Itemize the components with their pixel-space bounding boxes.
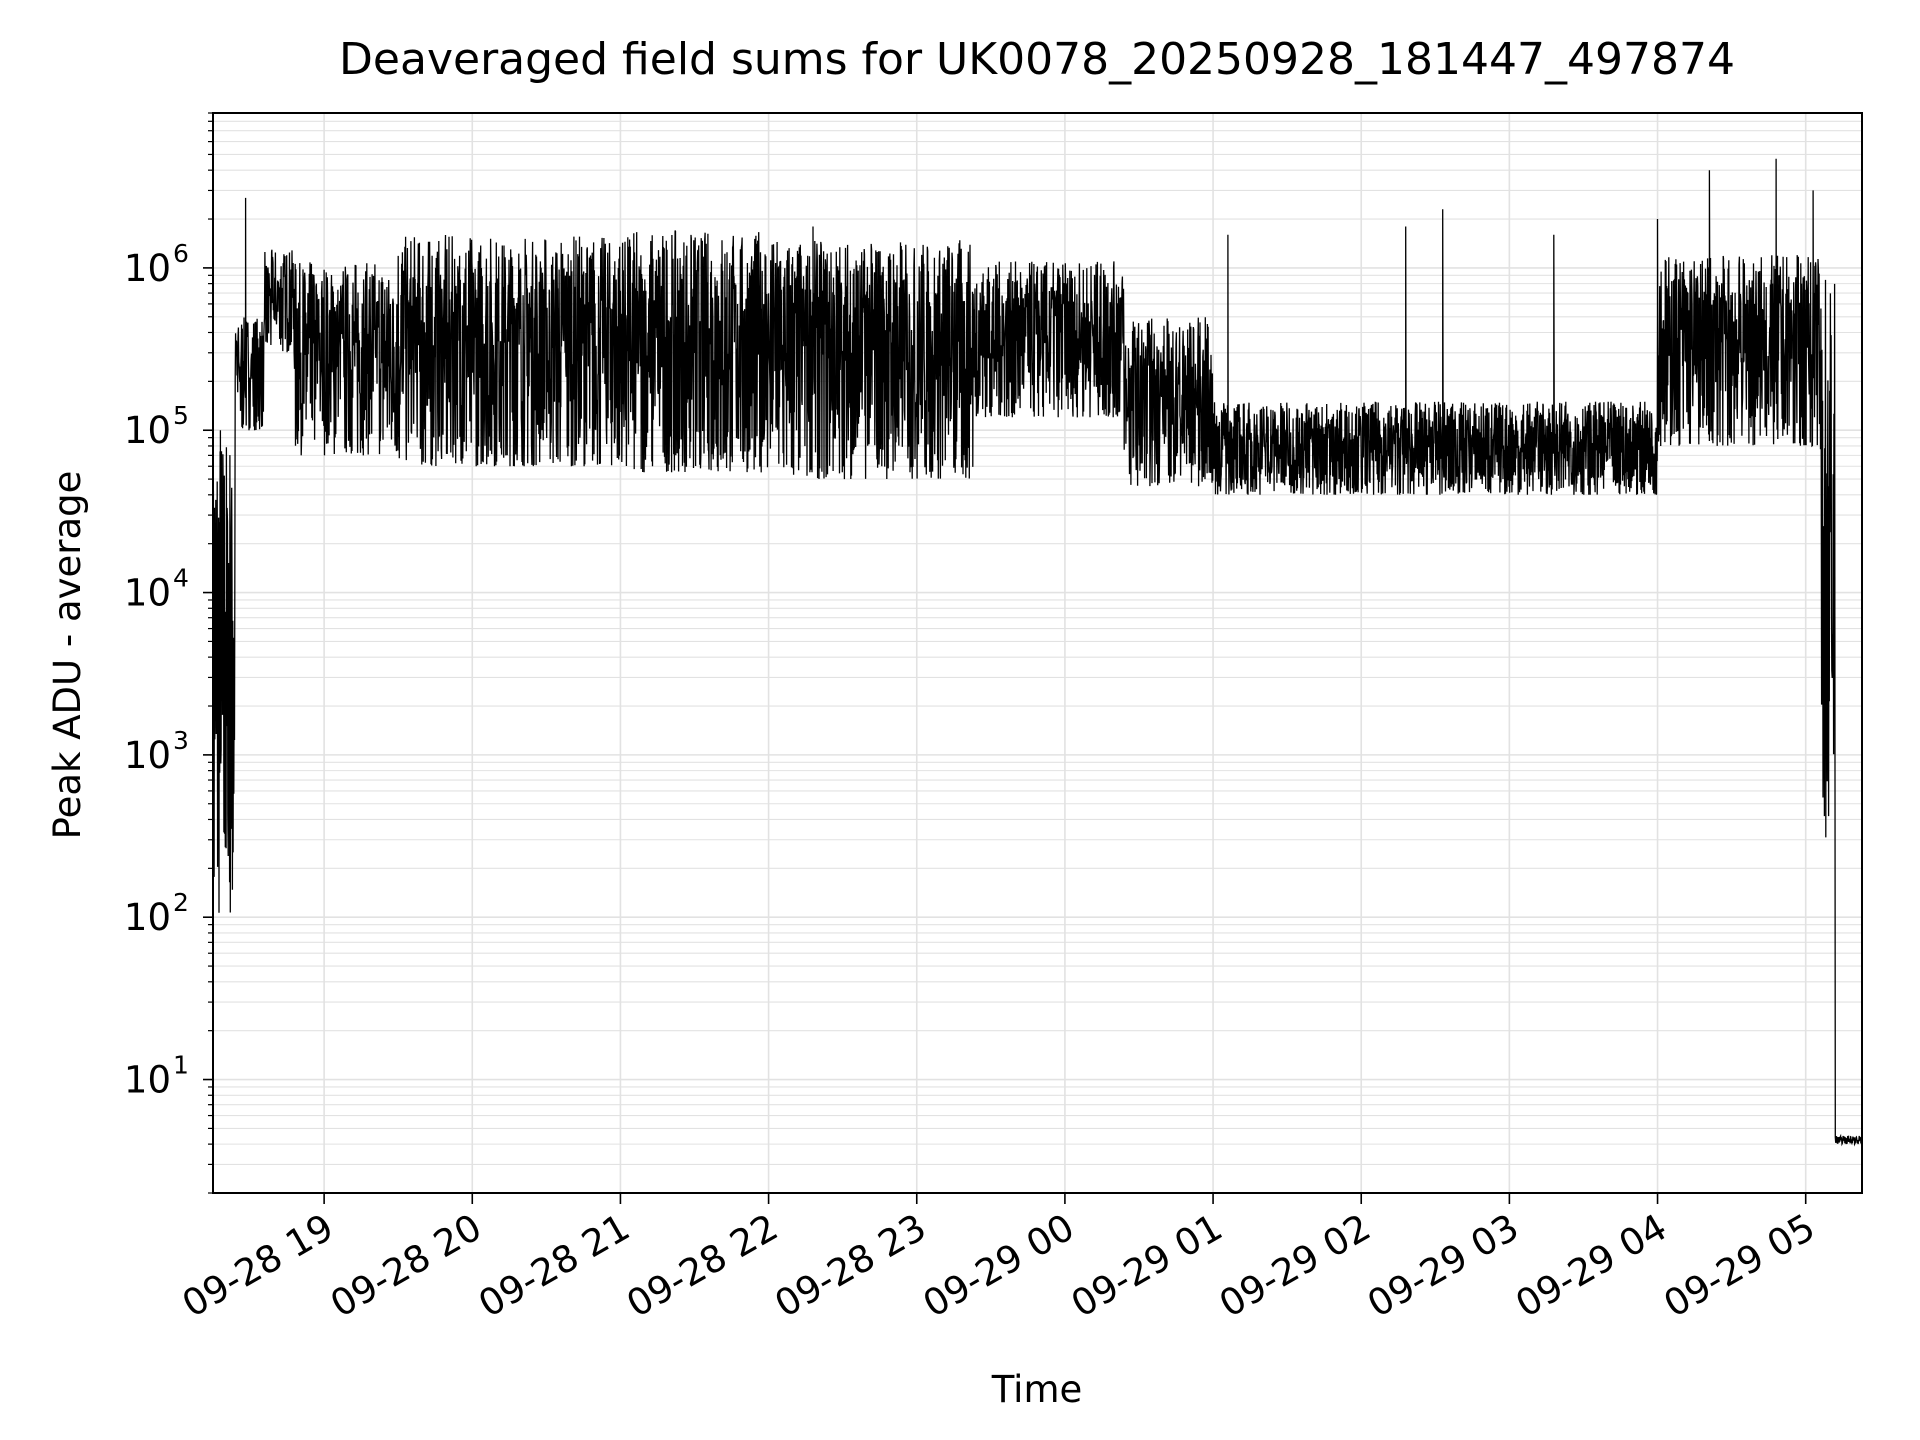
chart-title: Deaveraged field sums for UK0078_2025092… xyxy=(339,34,1735,85)
y-tick-label: 10 xyxy=(124,247,171,290)
y-tick-label: 10 xyxy=(124,409,171,452)
y-tick-label: 10 xyxy=(124,572,171,615)
y-tick-label: 10 xyxy=(124,896,171,939)
y-tick-exponent: 5 xyxy=(173,401,189,430)
grid-layer xyxy=(213,112,1862,1194)
x-axis-label: Time xyxy=(991,1368,1083,1411)
data-series-line xyxy=(212,158,1863,1147)
y-tick-label: 10 xyxy=(124,1059,171,1102)
y-tick-exponent: 3 xyxy=(173,726,189,755)
y-tick-exponent: 1 xyxy=(173,1051,189,1080)
y-tick-exponent: 2 xyxy=(173,888,189,917)
plot-frame xyxy=(212,112,1863,1194)
y-tick-exponent: 6 xyxy=(173,239,189,268)
y-axis-label: Peak ADU - average xyxy=(46,471,89,840)
series-line xyxy=(212,158,1863,1147)
y-tick-exponent: 4 xyxy=(173,564,189,593)
y-tick-label: 10 xyxy=(124,734,171,777)
